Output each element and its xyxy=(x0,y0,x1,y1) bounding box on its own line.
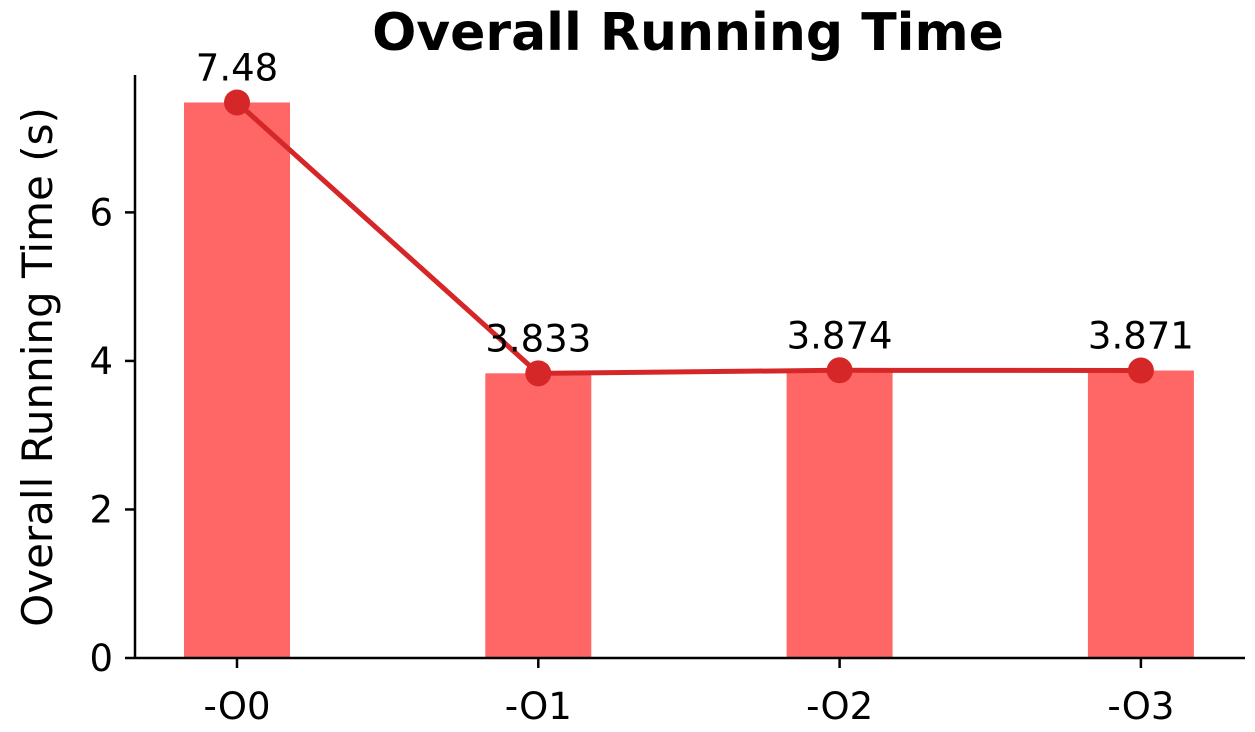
y-tick-label: 0 xyxy=(89,637,113,680)
x-tick-label: -O1 xyxy=(505,685,572,728)
trend-line xyxy=(235,100,1141,376)
x-tick-label: -O3 xyxy=(1107,685,1174,728)
data-label: 3.833 xyxy=(485,317,591,360)
bar-o3 xyxy=(1087,370,1194,658)
axes xyxy=(133,75,1245,660)
bar-o1 xyxy=(485,373,592,658)
y-tick-label: 2 xyxy=(89,488,113,531)
point-marker xyxy=(1127,357,1154,384)
y-axis-label: Overall Running Time (s) xyxy=(13,107,62,627)
data-label: 3.874 xyxy=(787,314,893,357)
data-label: 3.871 xyxy=(1088,315,1194,358)
chart-title: Overall Running Time xyxy=(372,3,1004,63)
point-marker xyxy=(826,357,853,384)
bar-o2 xyxy=(786,370,893,658)
data-label: 7.48 xyxy=(196,46,278,89)
x-ticks: -O0 -O1 -O2 -O3 xyxy=(203,658,1174,728)
bar-o0 xyxy=(184,102,290,658)
x-tick-label: -O0 xyxy=(203,685,270,728)
x-tick-label: -O2 xyxy=(806,685,873,728)
trend-line-group xyxy=(235,100,1141,376)
y-tick-label: 6 xyxy=(89,191,113,234)
y-tick-label: 4 xyxy=(89,340,113,383)
point-marker xyxy=(224,89,250,116)
point-marker xyxy=(525,360,552,387)
y-ticks: 0 2 4 6 xyxy=(89,191,135,680)
bars xyxy=(184,102,1194,658)
markers xyxy=(224,89,1154,387)
data-labels: 7.48 3.833 3.874 3.871 xyxy=(196,46,1194,360)
